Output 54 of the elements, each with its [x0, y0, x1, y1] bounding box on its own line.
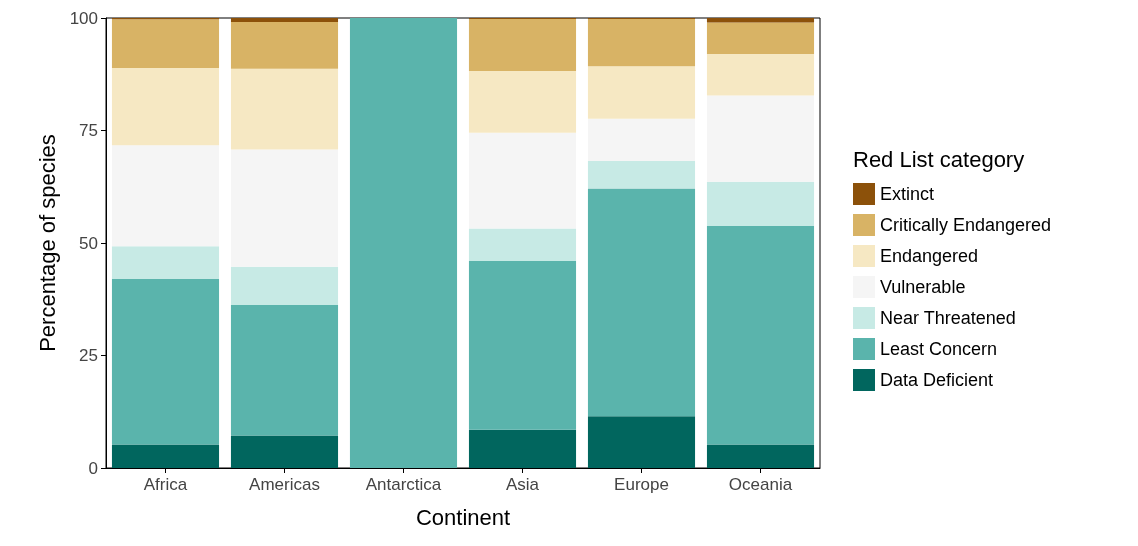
legend-label: Vulnerable	[880, 277, 966, 297]
legend-label: Critically Endangered	[880, 215, 1052, 235]
x-tick-label: Africa	[143, 475, 188, 494]
y-tick-label: 100	[69, 8, 98, 28]
bar	[230, 435, 339, 468]
bar	[706, 54, 815, 96]
bar	[230, 266, 339, 306]
bar	[587, 416, 696, 468]
bar	[468, 132, 577, 229]
legend-label: Least Concern	[880, 339, 998, 359]
bar	[111, 444, 220, 468]
bar	[111, 145, 220, 247]
y-axis-title: Percentage of species	[35, 134, 61, 352]
y-tick-label: 75	[79, 121, 98, 140]
bar	[706, 225, 815, 445]
x-tick-label: Asia	[505, 475, 540, 494]
bar	[706, 18, 815, 23]
legend-label: Extinct	[880, 184, 935, 204]
x-tick-label: Europe	[614, 475, 669, 494]
bar	[111, 246, 220, 279]
bar	[468, 71, 577, 133]
bar	[587, 118, 696, 162]
bar	[587, 161, 696, 189]
x-tick-label: Antarctica	[365, 475, 442, 494]
bar	[111, 279, 220, 445]
bar	[468, 228, 577, 261]
legend-label: Endangered	[880, 246, 979, 266]
bar	[706, 181, 815, 226]
y-tick-label: 0	[88, 458, 98, 478]
bar	[111, 67, 220, 146]
legend-title: Red List category	[853, 146, 1025, 172]
bar	[230, 305, 339, 436]
y-tick-label: 25	[79, 346, 98, 365]
bar	[230, 68, 339, 150]
bar	[349, 18, 458, 468]
bar	[468, 429, 577, 468]
bar	[468, 18, 577, 72]
bar	[587, 66, 696, 119]
bar	[706, 95, 815, 182]
bar	[230, 22, 339, 69]
bar	[230, 149, 339, 267]
y-tick-label: 50	[79, 233, 98, 253]
bar	[468, 261, 577, 430]
x-axis-title: Continent	[415, 504, 511, 530]
bar	[111, 19, 220, 68]
legend-label: Data Deficient	[880, 370, 994, 390]
x-tick-label: Oceania	[728, 475, 793, 494]
legend-label: Near Threatened	[880, 308, 1016, 328]
bar	[706, 22, 815, 54]
x-tick-label: Americas	[249, 475, 320, 494]
bar	[230, 18, 339, 23]
bar	[706, 444, 815, 468]
bar	[587, 18, 696, 67]
bar	[587, 188, 696, 417]
